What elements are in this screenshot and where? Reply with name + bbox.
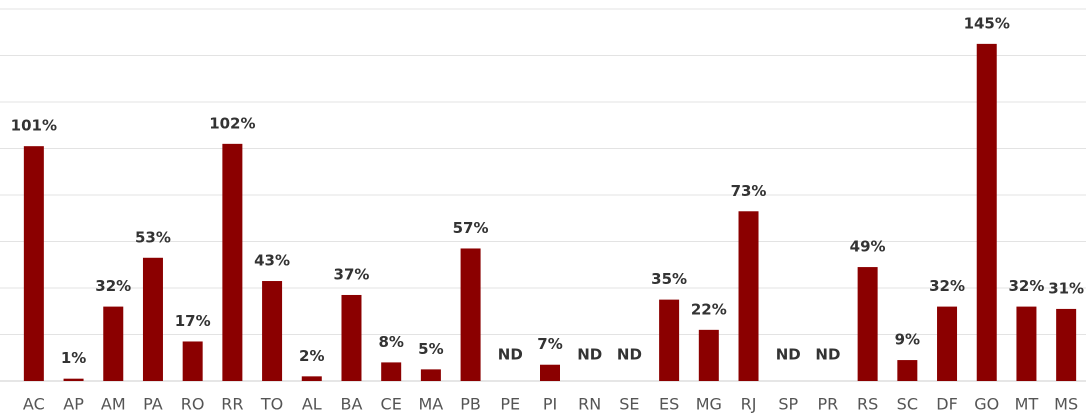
bar (301, 376, 322, 381)
data-label: ND (815, 346, 840, 364)
x-tick-label: PB (460, 395, 481, 414)
data-label: 17% (175, 312, 211, 330)
bar (103, 306, 124, 381)
data-label: 32% (1008, 277, 1044, 295)
bar (540, 364, 560, 381)
bar (23, 146, 44, 381)
bar (698, 329, 719, 381)
bar (857, 267, 878, 381)
x-tick-label: PI (543, 395, 557, 414)
data-label: 53% (135, 228, 171, 246)
x-tick-label: ES (659, 395, 679, 414)
data-label: ND (577, 346, 602, 364)
data-label: 37% (334, 265, 370, 283)
x-tick-label: GO (974, 395, 999, 414)
data-label: 9% (895, 331, 920, 349)
x-tick-label: MG (696, 395, 722, 414)
data-label: ND (498, 346, 523, 364)
bar (738, 211, 759, 381)
x-tick-label: RS (857, 395, 878, 414)
data-label: 32% (929, 277, 965, 295)
bar (1056, 308, 1077, 381)
bar (420, 369, 441, 381)
x-tick-label: RJ (741, 395, 757, 414)
data-label: 22% (691, 300, 727, 318)
x-tick-label: AM (101, 395, 126, 414)
x-tick-label: MT (1015, 395, 1039, 414)
x-tick-label: SE (619, 395, 639, 414)
bar (1016, 306, 1037, 381)
data-label: 31% (1048, 279, 1084, 297)
data-label: 2% (299, 347, 324, 365)
bar (341, 294, 362, 381)
data-label: 35% (651, 270, 687, 288)
x-tick-label: MA (419, 395, 444, 414)
x-tick-label: SC (897, 395, 918, 414)
x-tick-label: SP (778, 395, 798, 414)
data-label: 49% (850, 238, 886, 256)
data-label: 102% (209, 114, 255, 132)
bar (182, 341, 203, 381)
x-tick-label: MS (1054, 395, 1078, 414)
bar (897, 360, 918, 381)
data-label: 73% (731, 182, 767, 200)
x-tick-label: AL (302, 395, 322, 414)
x-tick-label: PE (500, 395, 520, 414)
data-label: ND (776, 346, 801, 364)
data-label: 43% (254, 252, 290, 270)
bar (262, 281, 283, 381)
x-tick-label: RO (181, 395, 205, 414)
bar (937, 306, 958, 381)
bar (659, 299, 680, 381)
bar (222, 143, 243, 381)
x-tick-label: CE (381, 395, 402, 414)
x-tick-label: BA (341, 395, 363, 414)
data-label: 57% (453, 219, 489, 237)
data-label: 7% (537, 335, 562, 353)
x-tick-label: TO (260, 395, 283, 414)
bar (460, 248, 481, 381)
x-tick-label: AC (23, 395, 45, 414)
data-label: 101% (11, 117, 57, 135)
x-tick-label: RN (578, 395, 601, 414)
bar (381, 362, 402, 381)
data-label: 1% (61, 349, 86, 367)
bar (142, 257, 163, 381)
x-tick-label: DF (936, 395, 958, 414)
x-tick-label: AP (63, 395, 84, 414)
bar (63, 378, 84, 381)
data-label: ND (617, 346, 642, 364)
data-label: 5% (418, 340, 443, 358)
bar (976, 43, 997, 381)
x-tick-label: PA (143, 395, 163, 414)
x-tick-label: RR (221, 395, 243, 414)
data-label: 32% (95, 277, 131, 295)
data-label: 145% (964, 14, 1010, 32)
x-tick-label: PR (818, 395, 839, 414)
data-label: 8% (378, 333, 403, 351)
